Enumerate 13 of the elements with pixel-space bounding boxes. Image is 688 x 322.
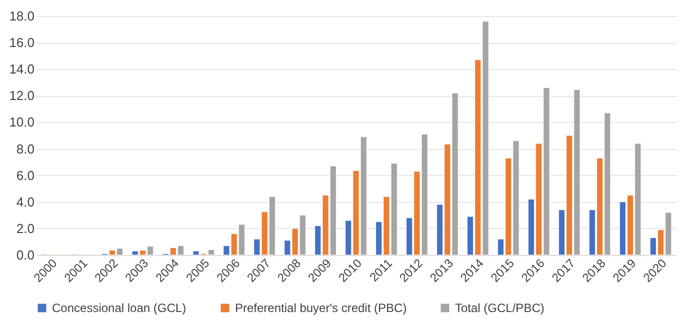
y-tick-label: 18.0 xyxy=(9,8,34,24)
y-tick-label: 14.0 xyxy=(9,62,34,77)
legend-label: Concessional loan (GCL) xyxy=(52,301,186,315)
y-tick-label: 6.0 xyxy=(16,168,34,183)
y-tick-label: 10.0 xyxy=(9,114,34,130)
legend-label: Total (GCL/PBC) xyxy=(455,301,544,315)
legend-label: Preferential buyer's credit (PBC) xyxy=(235,301,407,315)
y-tick-label: 0.0 xyxy=(16,248,34,262)
y-tick-label: 12.0 xyxy=(9,88,34,104)
y-tick-label: 8.0 xyxy=(16,141,34,156)
y-tick-label: 4.0 xyxy=(16,194,34,210)
y-tick-label: 2.0 xyxy=(16,220,34,236)
y-tick-label: 16.0 xyxy=(9,35,34,50)
